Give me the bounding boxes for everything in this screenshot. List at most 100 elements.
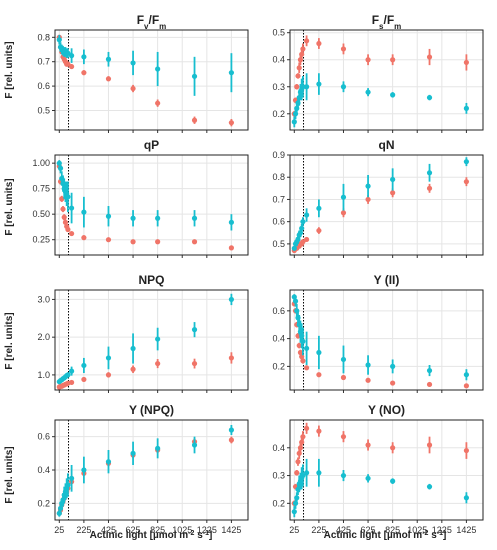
- panel-frame: [54, 289, 249, 391]
- title-mid: /F: [384, 13, 395, 27]
- data-point: [303, 38, 310, 44]
- data-point: [228, 219, 235, 225]
- data-point: [155, 336, 161, 342]
- plot-area: [55, 290, 248, 390]
- data-point: [68, 368, 75, 374]
- data-point: [294, 84, 300, 90]
- y-tick-label: 1.00: [32, 158, 50, 168]
- data-point: [316, 81, 322, 87]
- x-tick-label: 1225: [432, 525, 452, 535]
- x-tick-label: 425: [336, 525, 351, 535]
- data-point: [426, 170, 433, 176]
- data-point: [316, 205, 322, 211]
- panel-title: Fv/Fm: [137, 13, 167, 31]
- data-point: [155, 445, 161, 451]
- data-point: [81, 376, 87, 383]
- data-point: [155, 239, 161, 245]
- panel-title: Y (NPQ): [129, 403, 174, 417]
- y-tick-label: 0.2: [37, 498, 50, 508]
- y-tick-label: 0.25: [32, 235, 50, 245]
- data-point: [340, 194, 347, 200]
- y-tick-label: 0.4: [272, 334, 285, 344]
- panel-frame: [54, 29, 249, 131]
- data-point: [463, 59, 470, 66]
- title-main: qN: [379, 138, 395, 152]
- x-tick-label: 25: [289, 525, 299, 535]
- data-point: [426, 94, 433, 101]
- y-axis-label-row-4: F [rel. units]: [4, 446, 15, 503]
- data-point: [300, 472, 306, 479]
- data-point: [296, 65, 302, 71]
- data-point: [303, 345, 310, 351]
- series-teal: [291, 294, 470, 381]
- panel-title: Y (II): [374, 273, 400, 287]
- data-point: [68, 63, 75, 70]
- data-point: [340, 210, 347, 216]
- data-point: [105, 372, 112, 378]
- data-point: [105, 76, 112, 82]
- data-point: [191, 442, 198, 448]
- panel-7: 0.2 0.4 0.6 25 225 425 625 825 1025 1225 1425 Y (NP…: [37, 403, 249, 535]
- panel-frame: [54, 154, 249, 256]
- y-axis-label-row-2: F [rel. units]: [4, 178, 15, 235]
- title-main: qP: [144, 138, 159, 152]
- data-point: [316, 428, 322, 434]
- data-point: [300, 358, 306, 364]
- data-point: [463, 495, 470, 501]
- panel-3: 0.25 0.50 0.75 1.00 qP: [32, 138, 249, 258]
- panel-title: qP: [144, 138, 159, 152]
- y-axis-label-row-3: F [rel. units]: [4, 312, 15, 369]
- x-tick-label: 625: [361, 525, 376, 535]
- y-tick-label: 0.50: [32, 209, 50, 219]
- data-point: [130, 85, 136, 92]
- title-subscript: m: [159, 22, 166, 31]
- data-point: [81, 209, 87, 215]
- data-point: [299, 225, 305, 231]
- data-point: [228, 296, 235, 303]
- data-point: [191, 73, 198, 79]
- data-point: [295, 333, 301, 339]
- data-point: [60, 206, 66, 212]
- data-point: [130, 215, 136, 221]
- data-point: [463, 105, 470, 111]
- y-tick-label: 0.2: [272, 109, 285, 119]
- data-point: [365, 377, 371, 383]
- data-point: [191, 215, 198, 221]
- y-tick-label: 0.8: [272, 172, 285, 182]
- data-point: [340, 374, 347, 381]
- data-point: [62, 219, 69, 225]
- data-point: [463, 179, 470, 185]
- data-point: [296, 342, 302, 349]
- data-point: [390, 190, 396, 196]
- x-tick-label: 1425: [221, 525, 241, 535]
- data-point: [294, 495, 300, 501]
- data-point: [294, 470, 300, 476]
- series-teal: [56, 425, 235, 517]
- data-point: [365, 442, 371, 448]
- data-point: [390, 57, 396, 63]
- y-tick-label: 0.3: [272, 82, 285, 92]
- data-point: [316, 349, 322, 356]
- y-tick-label: 0.6: [272, 217, 285, 227]
- x-tick-label: 225: [76, 525, 91, 535]
- data-point: [365, 362, 371, 368]
- data-point: [105, 237, 112, 243]
- data-point: [65, 482, 71, 488]
- title-subscript: s: [379, 22, 384, 31]
- y-tick-label: 0.6: [272, 306, 285, 316]
- panel-8: 0.2 0.3 0.4 25 225 425 625 825 1025 1225 1425 Y (NO…: [272, 403, 484, 535]
- data-point: [130, 345, 136, 352]
- data-point: [228, 245, 235, 251]
- data-point: [463, 159, 470, 165]
- y-tick-label: 0.7: [37, 57, 50, 67]
- data-point: [390, 445, 396, 451]
- data-point: [316, 227, 322, 234]
- title-subscript: v: [144, 22, 149, 31]
- y-tick-label: 0.3: [272, 471, 285, 481]
- data-point: [303, 365, 310, 371]
- data-point: [303, 425, 310, 431]
- panel-4: 0.5 0.6 0.7 0.8 0.9 qN: [272, 138, 484, 258]
- title-main: Y (II): [374, 273, 400, 287]
- data-point: [365, 475, 371, 481]
- data-point: [426, 185, 433, 191]
